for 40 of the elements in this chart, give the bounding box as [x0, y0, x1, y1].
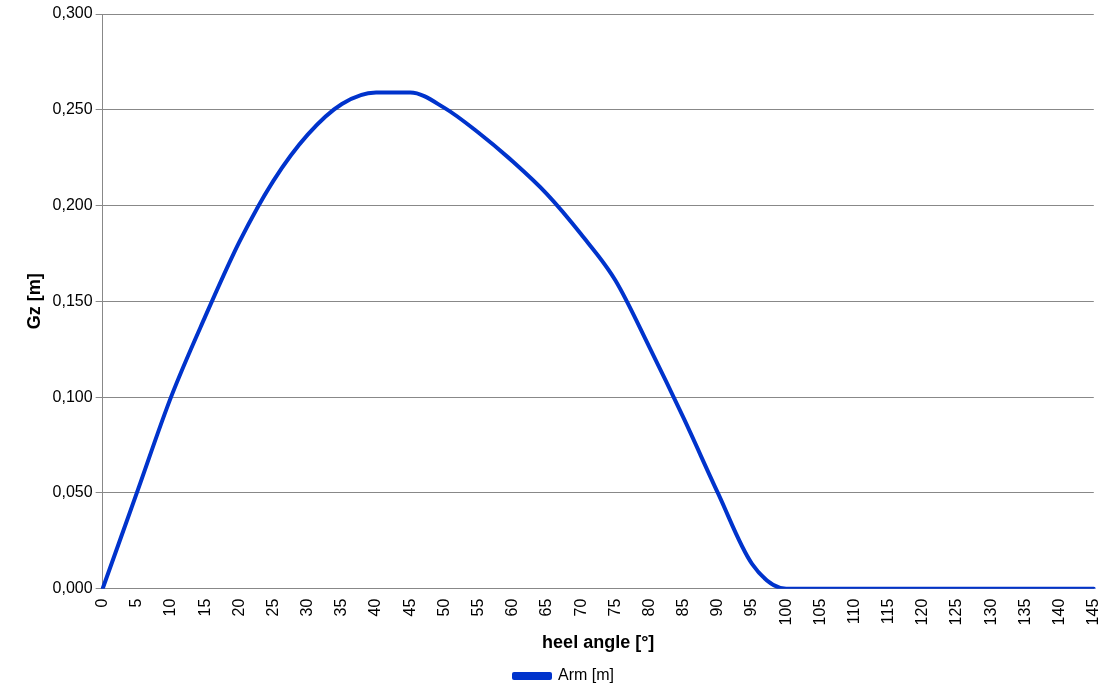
x-tick-label: 20	[229, 598, 247, 617]
x-tick-label: 125	[947, 598, 965, 626]
x-tick-label: 80	[639, 598, 657, 617]
x-tick-label: 75	[605, 598, 623, 617]
x-tick-label: 60	[503, 598, 521, 617]
x-tick-label: 0	[93, 598, 111, 608]
x-tick-label: 115	[879, 598, 897, 625]
x-tick-label: 55	[469, 598, 486, 617]
x-tick-label: 140	[1050, 598, 1068, 626]
y-tick-label: 0,150	[52, 291, 93, 309]
y-tick-label: 0,000	[52, 579, 93, 597]
x-tick-label: 120	[913, 598, 931, 626]
x-tick-label: 145	[1084, 598, 1102, 626]
x-tick-label: 40	[366, 598, 384, 617]
x-tick-label: 105	[810, 598, 828, 626]
y-axis-title: Gz [m]	[23, 273, 44, 330]
x-tick-label: 30	[298, 598, 316, 617]
x-tick-label: 25	[263, 598, 281, 617]
x-tick-label: 85	[674, 598, 692, 617]
x-tick-label: 45	[400, 598, 418, 617]
x-tick-label: 95	[742, 598, 760, 617]
y-tick-label: 0,250	[52, 100, 93, 118]
legend-label: Arm [m]	[558, 666, 614, 684]
x-axis-title: heel angle [°]	[542, 632, 655, 653]
y-tick-label: 0,200	[52, 195, 93, 213]
x-tick-label: 5	[127, 598, 145, 608]
y-tick-label: 0,050	[52, 483, 93, 501]
x-tick-label: 10	[161, 598, 179, 617]
x-tick-label: 135	[1015, 598, 1033, 626]
y-tick-label: 0,300	[52, 4, 93, 22]
x-tick-label: 100	[776, 598, 794, 626]
x-tick-label: 65	[537, 598, 555, 617]
x-tick-label: 70	[571, 598, 589, 617]
x-tick-label: 35	[332, 598, 350, 617]
x-tick-label: 90	[708, 598, 726, 617]
x-tick-label: 50	[434, 598, 452, 617]
x-tick-label: 110	[844, 598, 862, 625]
x-tick-label: 130	[981, 598, 999, 626]
y-tick-label: 0,100	[52, 387, 93, 405]
x-tick-label: 15	[195, 598, 213, 617]
